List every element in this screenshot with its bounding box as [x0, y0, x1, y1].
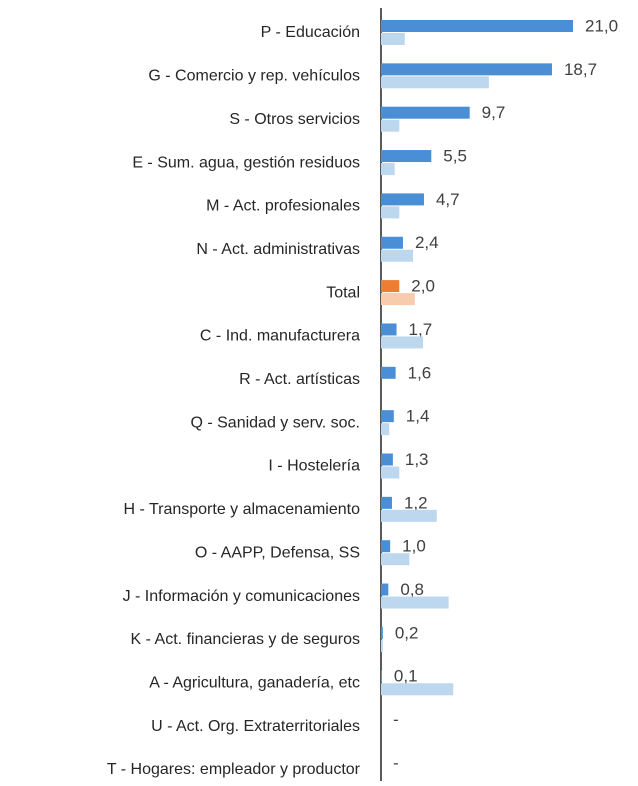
category-label: A - Agricultura, ganadería, etc [149, 674, 360, 691]
category-label: C - Ind. manufacturera [200, 328, 360, 345]
value-label: 1,6 [408, 363, 432, 382]
bar [381, 119, 400, 132]
value-label: 9,7 [482, 103, 506, 122]
value-label: 0,2 [395, 623, 419, 642]
bar [381, 76, 489, 89]
bar [381, 63, 552, 76]
value-label: 21,0 [585, 16, 618, 35]
bar [381, 423, 390, 436]
category-label: G - Comercio y rep. vehículos [148, 68, 360, 85]
value-label: 0,1 [394, 667, 418, 686]
category-label: R - Act. artísticas [239, 371, 360, 388]
bar [381, 670, 382, 683]
category-label: S - Otros servicios [229, 111, 360, 128]
bar [381, 249, 413, 262]
category-label: N - Act. administrativas [196, 241, 360, 258]
bar [381, 33, 405, 45]
bar [381, 20, 573, 32]
bar [381, 466, 400, 479]
bar [381, 596, 449, 609]
bar [381, 193, 424, 206]
category-label: K - Act. financieras y de seguros [131, 631, 360, 648]
value-label: 0,8 [400, 580, 424, 599]
category-label: T - Hogares: empleador y productor [107, 761, 361, 778]
value-label: 1,4 [406, 407, 430, 426]
bar [381, 280, 400, 293]
bar [381, 496, 392, 509]
bar [381, 639, 383, 652]
category-label: O - AAPP, Defensa, SS [195, 544, 360, 561]
bar [381, 323, 397, 336]
value-label: - [393, 710, 399, 729]
bar [381, 410, 394, 423]
category-label: M - Act. profesionales [206, 198, 360, 215]
value-label: 4,7 [436, 190, 460, 209]
bar [381, 583, 389, 596]
category-label: P - Educación [261, 24, 360, 41]
bar [381, 540, 391, 553]
category-label: Q - Sanidad y serv. soc. [190, 414, 360, 431]
category-label: I - Hostelería [268, 458, 360, 475]
bar [381, 236, 403, 249]
category-label: H - Transporte y almacenamiento [123, 501, 360, 518]
category-label: E - Sum. agua, gestión residuos [132, 154, 360, 171]
bar [381, 293, 415, 306]
value-label: 1,2 [404, 493, 428, 512]
bar [381, 453, 393, 466]
value-label: 1,0 [402, 537, 426, 556]
category-label: U - Act. Org. Extraterritoriales [151, 718, 360, 735]
value-label: 18,7 [564, 60, 597, 79]
value-label: - [393, 753, 399, 772]
category-label: J - Información y comunicaciones [123, 588, 360, 605]
bar [381, 509, 437, 522]
category-label: Total [326, 284, 360, 301]
bar [381, 366, 396, 379]
value-label: 5,5 [443, 147, 467, 166]
bar [381, 163, 395, 176]
value-label: 2,4 [415, 233, 439, 252]
value-label: 2,0 [411, 277, 435, 296]
value-label: 1,7 [409, 320, 433, 339]
value-label: 1,3 [405, 450, 429, 469]
bar [381, 150, 432, 163]
bar [381, 626, 383, 639]
bar [381, 336, 424, 349]
bar [381, 206, 400, 219]
bar [381, 553, 410, 566]
bar [381, 106, 470, 119]
bar [381, 683, 454, 696]
